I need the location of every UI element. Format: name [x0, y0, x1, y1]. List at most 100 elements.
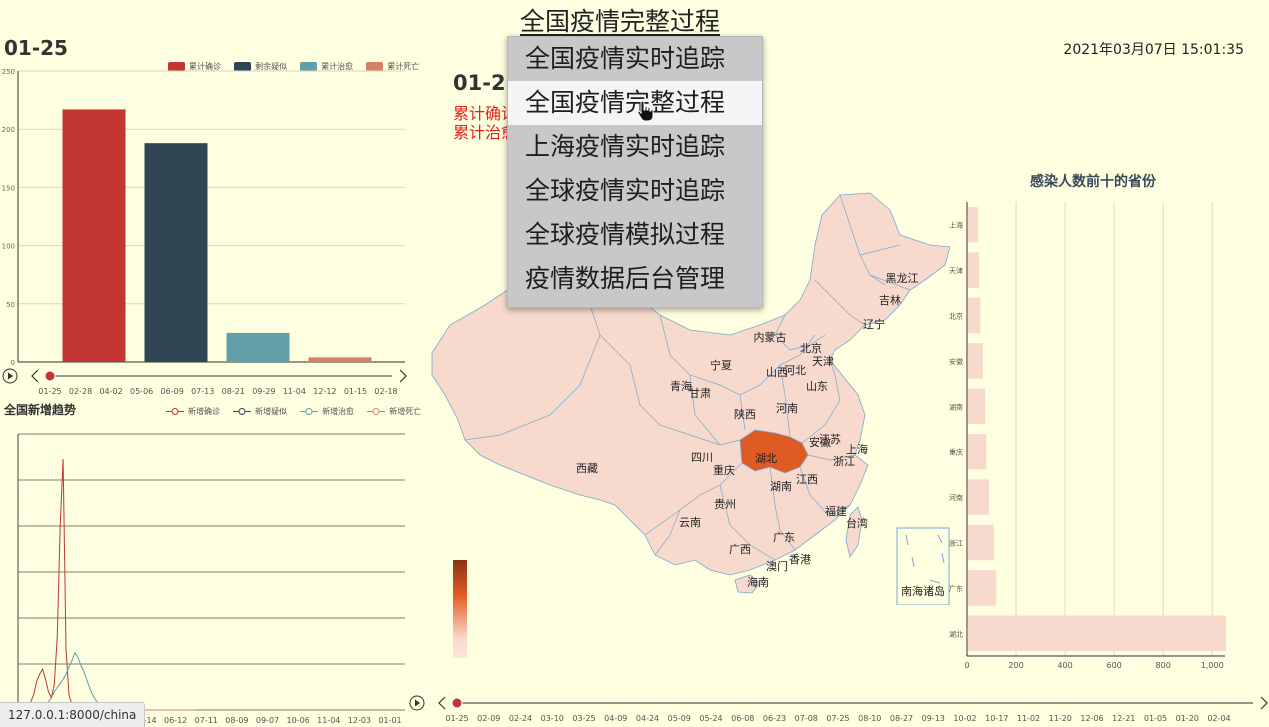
province-label[interactable]: 湖北 [755, 452, 777, 465]
timeline-label[interactable]: 01-05 [1144, 714, 1167, 723]
province-label[interactable]: 广西 [729, 543, 751, 556]
next-arrow-icon[interactable] [399, 369, 407, 383]
province-label[interactable]: 天津 [812, 355, 834, 368]
province-label[interactable]: 湖南 [770, 480, 792, 493]
province-label[interactable]: 广东 [773, 531, 795, 544]
legend-item-new-dead[interactable]: 新增死亡 [367, 406, 421, 417]
province-label[interactable]: 内蒙古 [754, 330, 787, 344]
province-label[interactable]: 安徽 [809, 435, 831, 449]
timeline-label[interactable]: 12-12 [313, 387, 336, 396]
map-timeline[interactable]: 01-25 02-09 02-24 03-10 03-25 04-09 04-24 05-09… [405, 690, 1269, 726]
timeline-label[interactable]: 09-13 [922, 714, 945, 723]
province-bar[interactable] [968, 206, 978, 243]
province-label[interactable]: 台湾 [846, 516, 868, 530]
dropdown-item-global-simulation[interactable]: 全球疫情模拟过程 [525, 220, 726, 249]
timeline-label[interactable]: 09-29 [252, 387, 275, 396]
province-bar[interactable] [968, 343, 983, 379]
province-hainan[interactable] [734, 574, 761, 594]
timeline-label[interactable]: 01-25 [38, 387, 61, 396]
province-bar[interactable] [968, 252, 980, 288]
province-label[interactable]: 澳门 [766, 559, 788, 573]
timeline-label[interactable]: 01-20 [1176, 714, 1199, 723]
province-label[interactable]: 上海 [846, 442, 868, 456]
timeline-label[interactable]: 12-21 [1112, 714, 1135, 723]
timeline-label[interactable]: 02-18 [374, 387, 397, 396]
timeline-label[interactable]: 10-02 [953, 714, 976, 723]
timeline-label[interactable]: 08-10 [858, 714, 881, 723]
province-label[interactable]: 江西 [796, 473, 818, 486]
province-label[interactable]: 江苏 [819, 433, 841, 446]
province-label[interactable]: 北京 [800, 341, 822, 355]
province-bar[interactable] [968, 615, 1226, 652]
province-label[interactable]: 海南 [747, 575, 769, 589]
timeline-label[interactable]: 07-25 [826, 714, 849, 723]
province-label[interactable]: 西藏 [576, 462, 598, 475]
province-label[interactable]: 浙江 [833, 455, 855, 468]
legend-item-new-cured[interactable]: 新增治愈 [300, 406, 354, 417]
legend-item-new-confirmed[interactable]: 新增确诊 [166, 406, 220, 417]
province-bar[interactable] [968, 297, 981, 334]
province-label[interactable]: 青海 [670, 379, 692, 393]
province-label[interactable]: 香港 [789, 553, 811, 566]
province-label[interactable]: 四川 [691, 451, 713, 464]
province-label[interactable]: 陕西 [734, 407, 756, 421]
legend-item-confirmed[interactable]: 累计确诊 [168, 61, 221, 72]
timeline-label[interactable]: 02-09 [477, 714, 500, 723]
timeline-handle[interactable] [44, 370, 56, 382]
timeline-label[interactable]: 08-27 [890, 714, 913, 723]
timeline-label[interactable]: 03-10 [541, 714, 564, 723]
dropdown-item-global-realtime[interactable]: 全球疫情实时追踪 [525, 176, 726, 205]
timeline-label[interactable]: 02-24 [509, 714, 532, 723]
timeline-label[interactable]: 07-13 [191, 387, 214, 396]
timeline-label[interactable]: 08-21 [222, 387, 245, 396]
province-bar[interactable] [968, 388, 986, 425]
legend-item-dead[interactable]: 累计死亡 [366, 61, 419, 72]
timeline-label[interactable]: 06-23 [763, 714, 786, 723]
timeline-label[interactable]: 10-17 [985, 714, 1008, 723]
timeline-label[interactable]: 11-20 [1049, 714, 1072, 723]
dropdown-item-shanghai-realtime[interactable]: 上海疫情实时追踪 [525, 132, 726, 161]
legend-item-cured[interactable]: 累计治愈 [300, 61, 353, 72]
province-label[interactable]: 云南 [679, 516, 701, 529]
province-label[interactable]: 河南 [776, 402, 798, 415]
timeline-label[interactable]: 04-24 [636, 714, 659, 723]
province-label[interactable]: 福建 [825, 504, 847, 518]
dropdown-item-national-full[interactable]: 全国疫情完整过程 [508, 81, 762, 125]
timeline-label[interactable]: 05-06 [130, 387, 153, 396]
province-bar[interactable] [968, 570, 997, 606]
timeline-label[interactable]: 04-09 [604, 714, 627, 723]
timeline-label[interactable]: 06-08 [731, 714, 754, 723]
province-label[interactable]: 山东 [806, 380, 828, 393]
province-label[interactable]: 吉林 [879, 293, 901, 307]
province-label[interactable]: 甘肃 [689, 387, 711, 400]
bar-chart-legend[interactable]: 累计确诊 剩余疑似 累计治愈 累计死亡 [160, 56, 419, 75]
left-timeline[interactable]: 01-25 02-28 04-02 05-06 06-09 07-13 08-21 09-29… [0, 364, 415, 400]
province-bar[interactable] [968, 524, 994, 561]
province-label[interactable]: 山西 [766, 366, 788, 379]
province-label[interactable]: 南海诸岛 [901, 584, 945, 598]
bar-4[interactable] [308, 357, 372, 362]
timeline-label[interactable]: 01-25 [445, 714, 468, 723]
timeline-label[interactable]: 07-08 [795, 714, 818, 723]
next-arrow-icon[interactable] [1260, 696, 1268, 710]
legend-item-suspected[interactable]: 剩余疑似 [234, 61, 287, 72]
trend-chart-legend[interactable]: 新增确诊 新增疑似 新增治愈 新增死亡 [158, 401, 421, 420]
timeline-label[interactable]: 12-06 [1080, 714, 1103, 723]
province-label[interactable]: 贵州 [714, 498, 736, 511]
province-hubei[interactable] [739, 429, 809, 474]
bar-1[interactable] [62, 109, 126, 362]
series-line-1[interactable] [21, 459, 196, 711]
timeline-label[interactable]: 02-04 [1207, 714, 1230, 723]
timeline-handle[interactable] [451, 697, 463, 709]
province-label[interactable]: 宁夏 [710, 358, 732, 372]
timeline-label[interactable]: 04-02 [99, 387, 122, 396]
dropdown-item-national-realtime[interactable]: 全国疫情实时追踪 [525, 44, 726, 73]
timeline-label[interactable]: 05-09 [668, 714, 691, 723]
timeline-label[interactable]: 01-15 [344, 387, 367, 396]
timeline-label[interactable]: 03-25 [572, 714, 595, 723]
page-nav-dropdown[interactable]: 全国疫情实时追踪 全国疫情完整过程 上海疫情实时追踪 全球疫情实时追踪 全球疫情… [507, 36, 763, 308]
play-button-icon[interactable] [409, 695, 425, 711]
prev-arrow-icon[interactable] [31, 369, 39, 383]
bar-2[interactable] [144, 143, 208, 362]
province-label[interactable]: 辽宁 [863, 317, 885, 331]
